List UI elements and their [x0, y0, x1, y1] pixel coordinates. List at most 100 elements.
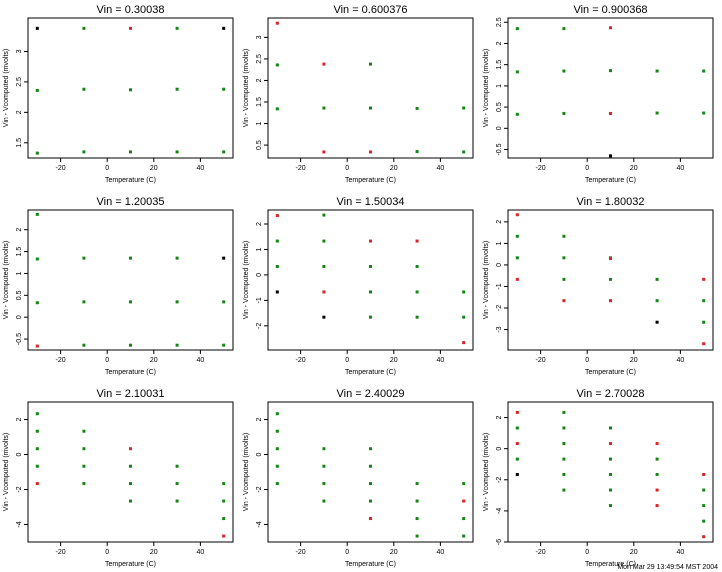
y-axis-label: Vin - Vcomputed (mvolts) — [3, 241, 10, 319]
y-axis-label: Vin - Vcomputed (mvolts) — [483, 49, 490, 127]
x-tick-label: -20 — [296, 165, 306, 172]
data-point — [462, 106, 466, 110]
data-point — [702, 472, 706, 476]
data-point — [562, 27, 566, 31]
x-tick-label: -20 — [296, 549, 306, 556]
x-tick-label: 40 — [436, 357, 444, 364]
y-tick-label: -2 — [16, 486, 23, 492]
data-point — [515, 112, 519, 116]
data-point — [275, 214, 279, 218]
x-tick-label: 20 — [150, 549, 158, 556]
y-tick-label: 2 — [496, 41, 503, 45]
x-axis-label: Temperature (C) — [345, 177, 396, 184]
data-point — [609, 299, 612, 303]
data-point — [515, 234, 519, 238]
data-point — [562, 234, 566, 238]
y-tick-label: 2 — [256, 417, 263, 421]
x-tick-label: -20 — [296, 357, 306, 364]
data-point — [369, 265, 372, 269]
data-point — [82, 150, 86, 154]
y-tick-label: -2 — [256, 486, 263, 492]
y-tick-label: -2 — [256, 323, 263, 329]
y-tick-label: 2 — [16, 417, 23, 421]
y-tick-label: 1.5 — [496, 60, 503, 70]
data-point — [609, 26, 612, 30]
data-point — [275, 107, 279, 111]
data-point — [515, 277, 519, 281]
data-point — [462, 499, 466, 503]
data-point — [129, 300, 132, 304]
plot-frame — [267, 401, 474, 543]
x-tick-label: 40 — [196, 165, 204, 172]
x-tick-label: 20 — [390, 165, 398, 172]
x-tick-label: -20 — [56, 165, 66, 172]
data-point — [275, 429, 279, 433]
data-point — [222, 517, 226, 521]
data-point — [275, 482, 279, 486]
data-point — [275, 447, 279, 451]
data-point — [462, 315, 466, 319]
x-tick-label: 0 — [585, 357, 589, 364]
data-point — [82, 343, 86, 347]
y-tick-label: 0.5 — [256, 140, 263, 150]
data-point — [562, 299, 566, 303]
data-point — [322, 290, 326, 294]
data-point — [35, 257, 39, 261]
data-point — [415, 534, 419, 538]
data-point — [702, 488, 706, 492]
data-point — [222, 534, 226, 538]
data-point — [609, 111, 612, 115]
x-tick-label: 40 — [196, 357, 204, 364]
data-point — [175, 256, 179, 260]
x-tick-label: 40 — [676, 549, 684, 556]
data-point — [515, 472, 519, 476]
data-point — [275, 63, 279, 67]
scatter-panel-5: Vin = 1.50034 -20 0 20 40 -2 -1 0 1 2 Temperature … — [243, 196, 474, 376]
data-point — [129, 499, 132, 503]
data-point — [702, 342, 706, 346]
data-point — [35, 482, 39, 486]
x-tick-label: -20 — [536, 549, 546, 556]
y-tick-label: 2.5 — [256, 54, 263, 64]
data-point — [415, 239, 419, 243]
y-tick-label: -3 — [496, 326, 503, 332]
y-tick-label: -4 — [16, 521, 23, 527]
y-tick-label: 2 — [16, 110, 23, 114]
data-point — [655, 111, 659, 115]
y-tick-label: -4 — [256, 521, 263, 527]
y-tick-label: 2 — [496, 220, 503, 224]
x-axis-label: Temperature (C) — [585, 177, 636, 184]
data-point — [415, 517, 419, 521]
data-point — [82, 429, 86, 433]
y-tick-label: 0 — [16, 315, 23, 319]
data-point — [35, 151, 39, 155]
scatter-panel-1: Vin = 0.30038 -20 0 20 40 1.5 2 2.5 3 Temperature… — [3, 4, 234, 184]
panel-title: Vin = 0.30038 — [97, 4, 165, 16]
data-point — [462, 517, 466, 521]
y-tick-label: 2 — [256, 222, 263, 226]
x-axis-label: Temperature (C) — [345, 369, 396, 376]
data-point — [369, 290, 372, 294]
data-point — [562, 410, 566, 414]
data-point — [562, 488, 566, 492]
y-axis-label: Vin - Vcomputed (mvolts) — [483, 241, 490, 319]
x-tick-label: 20 — [630, 549, 638, 556]
x-tick-label: 0 — [585, 549, 589, 556]
x-tick-label: -20 — [56, 549, 66, 556]
data-point — [562, 472, 566, 476]
data-point — [609, 154, 612, 158]
data-point — [369, 106, 372, 110]
data-point — [175, 499, 179, 503]
y-tick-label: -1 — [256, 297, 263, 303]
data-point — [129, 482, 132, 486]
data-point — [322, 106, 326, 110]
y-tick-label: 3 — [256, 35, 263, 39]
data-point — [415, 499, 419, 503]
y-tick-label: 2 — [256, 78, 263, 82]
scatter-panel-4: Vin = 1.20035 -20 0 20 40 -0.5 0 0.5 1 1.5 2 Temper… — [3, 196, 234, 376]
data-point — [35, 88, 39, 92]
scatter-panel-3: Vin = 0.900368 -20 0 20 40 -0.5 0 0.5 1 1.5 2 2.5 Te… — [483, 4, 714, 184]
data-point — [562, 111, 566, 115]
data-point — [369, 464, 372, 468]
data-point — [369, 239, 372, 243]
